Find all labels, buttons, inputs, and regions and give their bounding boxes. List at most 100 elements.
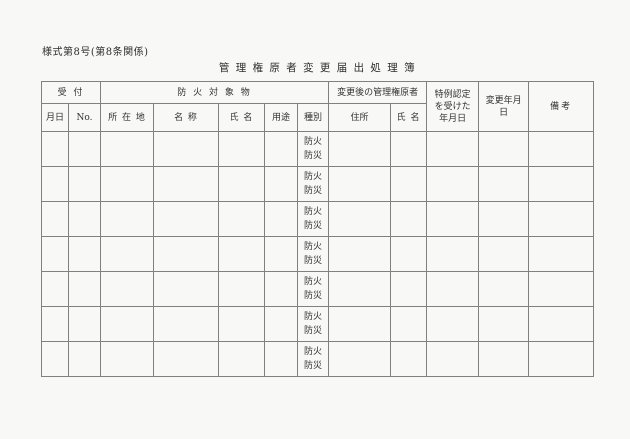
cell-category: 防火 防災: [296, 341, 330, 377]
header-row-groups: 受 付 防 火 対 象 物 変更後の管理権原者 特例認定 を受けた 年月日 変更…: [41, 81, 595, 132]
cell-remarks: [528, 306, 595, 342]
cell-month-day: [41, 341, 69, 377]
header-new-authority-group: 変更後の管理権原者: [328, 81, 428, 104]
cell-authority-name: [390, 341, 428, 377]
header-category: 種別: [296, 103, 330, 132]
cell-category: 防火 防災: [296, 201, 330, 237]
cell-special-cert-date: [426, 271, 480, 307]
cell-location: [100, 341, 154, 377]
form-number: 様式第8号(第8条関係): [42, 47, 149, 58]
cell-use: [264, 271, 298, 307]
cell-category: 防火 防災: [296, 306, 330, 342]
header-no: No.: [68, 103, 101, 132]
cell-address: [328, 236, 392, 272]
processing-register-table: 受 付 防 火 対 象 物 変更後の管理権原者 特例認定 を受けた 年月日 変更…: [41, 81, 595, 377]
cell-authority-name: [390, 131, 428, 167]
cell-name: [153, 201, 219, 237]
table-row: 防火 防災: [41, 341, 595, 377]
cell-month-day: [41, 131, 69, 167]
cell-change-date: [478, 201, 530, 237]
header-location: 所 在 地: [100, 103, 154, 132]
cell-name: [153, 166, 219, 202]
cell-change-date: [478, 166, 530, 202]
table-row: 防火 防災: [41, 201, 595, 237]
cell-use: [264, 236, 298, 272]
cell-name: [153, 271, 219, 307]
header-row-columns: 月日 No. 所 在 地 名 称 氏 名 用途 種別 住所 氏 名: [41, 103, 594, 132]
cell-address: [328, 341, 392, 377]
cell-name: [153, 306, 219, 342]
header-change-date: 変更年月 日: [478, 81, 530, 132]
table-row: 防火 防災: [41, 306, 595, 342]
cell-location: [100, 201, 154, 237]
cell-month-day: [41, 236, 69, 272]
cell-person-name: [218, 236, 265, 272]
cell-authority-name: [390, 306, 428, 342]
cell-no: [68, 166, 101, 202]
cell-person-name: [218, 271, 265, 307]
cell-special-cert-date: [426, 306, 480, 342]
cell-category: 防火 防災: [296, 131, 330, 167]
cell-month-day: [41, 271, 69, 307]
cell-no: [68, 131, 101, 167]
cell-use: [264, 166, 298, 202]
cell-special-cert-date: [426, 131, 480, 167]
cell-category: 防火 防災: [296, 166, 330, 202]
cell-month-day: [41, 201, 69, 237]
table-row: 防火 防災: [41, 271, 595, 307]
header-name: 名 称: [153, 103, 219, 132]
cell-month-day: [41, 166, 69, 202]
cell-remarks: [528, 236, 595, 272]
cell-authority-name: [390, 271, 428, 307]
cell-special-cert-date: [426, 201, 480, 237]
cell-change-date: [478, 271, 530, 307]
cell-person-name: [218, 341, 265, 377]
cell-use: [264, 201, 298, 237]
cell-person-name: [218, 306, 265, 342]
cell-no: [68, 306, 101, 342]
cell-no: [68, 236, 101, 272]
cell-authority-name: [390, 201, 428, 237]
cell-name: [153, 131, 219, 167]
cell-address: [328, 306, 392, 342]
cell-special-cert-date: [426, 341, 480, 377]
header-reception-group: 受 付: [41, 81, 101, 104]
cell-change-date: [478, 236, 530, 272]
cell-remarks: [528, 166, 595, 202]
cell-person-name: [218, 166, 265, 202]
cell-location: [100, 166, 154, 202]
table-row: 防火 防災: [41, 236, 595, 272]
cell-change-date: [478, 306, 530, 342]
cell-use: [264, 341, 298, 377]
cell-person-name: [218, 201, 265, 237]
cell-name: [153, 341, 219, 377]
cell-use: [264, 306, 298, 342]
cell-address: [328, 131, 392, 167]
header-remarks: 備考: [528, 81, 595, 132]
cell-address: [328, 271, 392, 307]
cell-category: 防火 防災: [296, 271, 330, 307]
cell-remarks: [528, 271, 595, 307]
cell-address: [328, 166, 392, 202]
cell-remarks: [528, 341, 595, 377]
cell-special-cert-date: [426, 236, 480, 272]
cell-location: [100, 131, 154, 167]
cell-use: [264, 131, 298, 167]
header-authority-name: 氏 名: [390, 103, 428, 132]
cell-person-name: [218, 131, 265, 167]
header-address: 住所: [328, 103, 392, 132]
cell-no: [68, 341, 101, 377]
cell-special-cert-date: [426, 166, 480, 202]
cell-name: [153, 236, 219, 272]
table-row: 防火 防災: [41, 166, 595, 202]
cell-location: [100, 306, 154, 342]
table-row: 防火 防災: [41, 131, 595, 167]
cell-change-date: [478, 341, 530, 377]
header-use: 用途: [264, 103, 298, 132]
cell-no: [68, 201, 101, 237]
header-month-day: 月日: [41, 103, 69, 132]
cell-address: [328, 201, 392, 237]
cell-remarks: [528, 201, 595, 237]
cell-month-day: [41, 306, 69, 342]
